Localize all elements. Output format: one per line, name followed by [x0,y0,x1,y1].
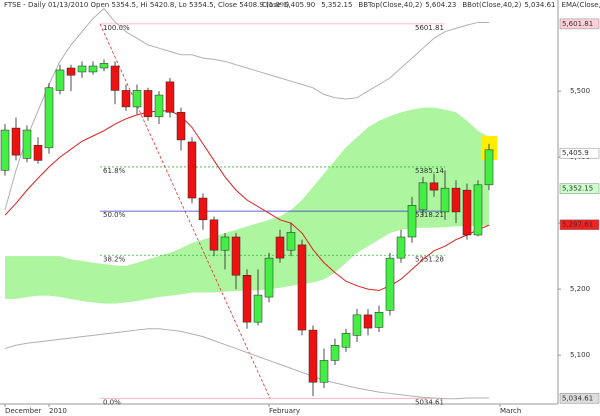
candle-body [473,184,483,236]
candle-body [396,236,406,259]
candle-body [451,187,461,213]
legend-value: 5,405.90 [284,1,315,9]
indicator-line [4,7,489,211]
fib-price-label: 5385.14 [415,167,444,175]
legend-name: EMA(Close,15) [562,1,600,9]
candle-body [22,129,32,159]
y-tick-label: 5,200 [570,285,590,293]
price-label: 5,405.9 [562,149,589,157]
candle-body [341,333,351,348]
price-label-box [559,18,600,30]
x-tick-label: February [269,407,300,415]
candle-body [231,236,241,276]
indicator-line [4,110,490,291]
price-label-box [559,219,600,230]
price-label-box [559,147,600,159]
candle-body [352,314,362,336]
ichimoku-cloud [5,107,489,304]
fib-price-label: 5251.28 [415,255,444,263]
candle-body [440,187,450,213]
candle-body [275,236,285,259]
price-label: 5,297.61 [562,221,593,229]
y-tick-label: 5,100 [570,351,590,359]
candle-body [242,275,252,323]
x-tick-label: December [5,407,41,415]
candle-body [363,314,373,329]
legend-value: 5,352.15 [321,1,352,9]
x-tick-label: 2010 [49,407,67,415]
price-label: 5,352.15 [562,185,593,193]
candle-body [77,65,87,73]
candle-body [385,257,395,311]
legend-name: BBot(Close,40,2) [462,1,521,9]
candle-body [286,232,296,251]
fib-trend-line [99,23,271,399]
legend-value: 5,034.61 [524,1,555,9]
candle-body [88,65,98,73]
fib-price-label: 5601.81 [415,24,444,32]
candle-body [143,90,153,118]
candle-body [209,219,219,251]
candle-body [220,236,230,251]
candle-body [66,67,76,76]
fib-pct-label: 38.2% [103,255,126,263]
price-label-box [559,393,600,404]
candle-body [154,94,164,118]
legend-value: 5,604.23 [425,1,456,9]
candle-body [55,69,65,91]
candle-body [99,63,109,69]
candle-body [330,344,340,361]
candle-body [484,149,494,186]
candle-body [187,141,197,199]
fib-pct-label: 61.8% [103,167,126,175]
indicator-line [4,328,489,400]
fib-price-label: 5318.21 [415,211,444,219]
candle-body [429,182,439,191]
candle-body [0,129,10,171]
candle-body [264,257,274,298]
candle-body [374,311,384,328]
candle-body [44,87,54,149]
candle-body [176,111,186,141]
fib-price-label: 5034.61 [415,398,444,406]
fib-pct-label: 0.0% [103,398,121,406]
candle-body [319,360,329,383]
price-label-box [559,183,600,194]
legend-name: BBTop(Close,40,2) [358,1,422,9]
candle-body [33,144,43,161]
candle-body [11,127,21,156]
candle-body [110,65,120,91]
x-tick-label: March [500,407,521,415]
price-label: 5,034.61 [562,394,593,402]
candle-body [308,329,318,383]
candle-body [418,182,428,211]
candle-body [198,197,208,221]
legend-name: Close [262,1,281,9]
candle-body [165,81,175,113]
candle-body [407,205,417,238]
chart-title: FTSE - Daily 01/13/2010 Open 5354.5, Hi … [4,1,290,9]
y-tick-label: 5,500 [570,87,590,95]
candle-body [462,189,472,236]
candle-body [121,90,131,108]
candle-body [297,244,307,331]
fib-pct-label: 50.0% [103,211,126,219]
fib-pct-label: 100.0% [103,24,130,32]
price-label: 5,601.81 [562,20,593,28]
candle-body [132,90,142,108]
candle-body [253,294,263,323]
